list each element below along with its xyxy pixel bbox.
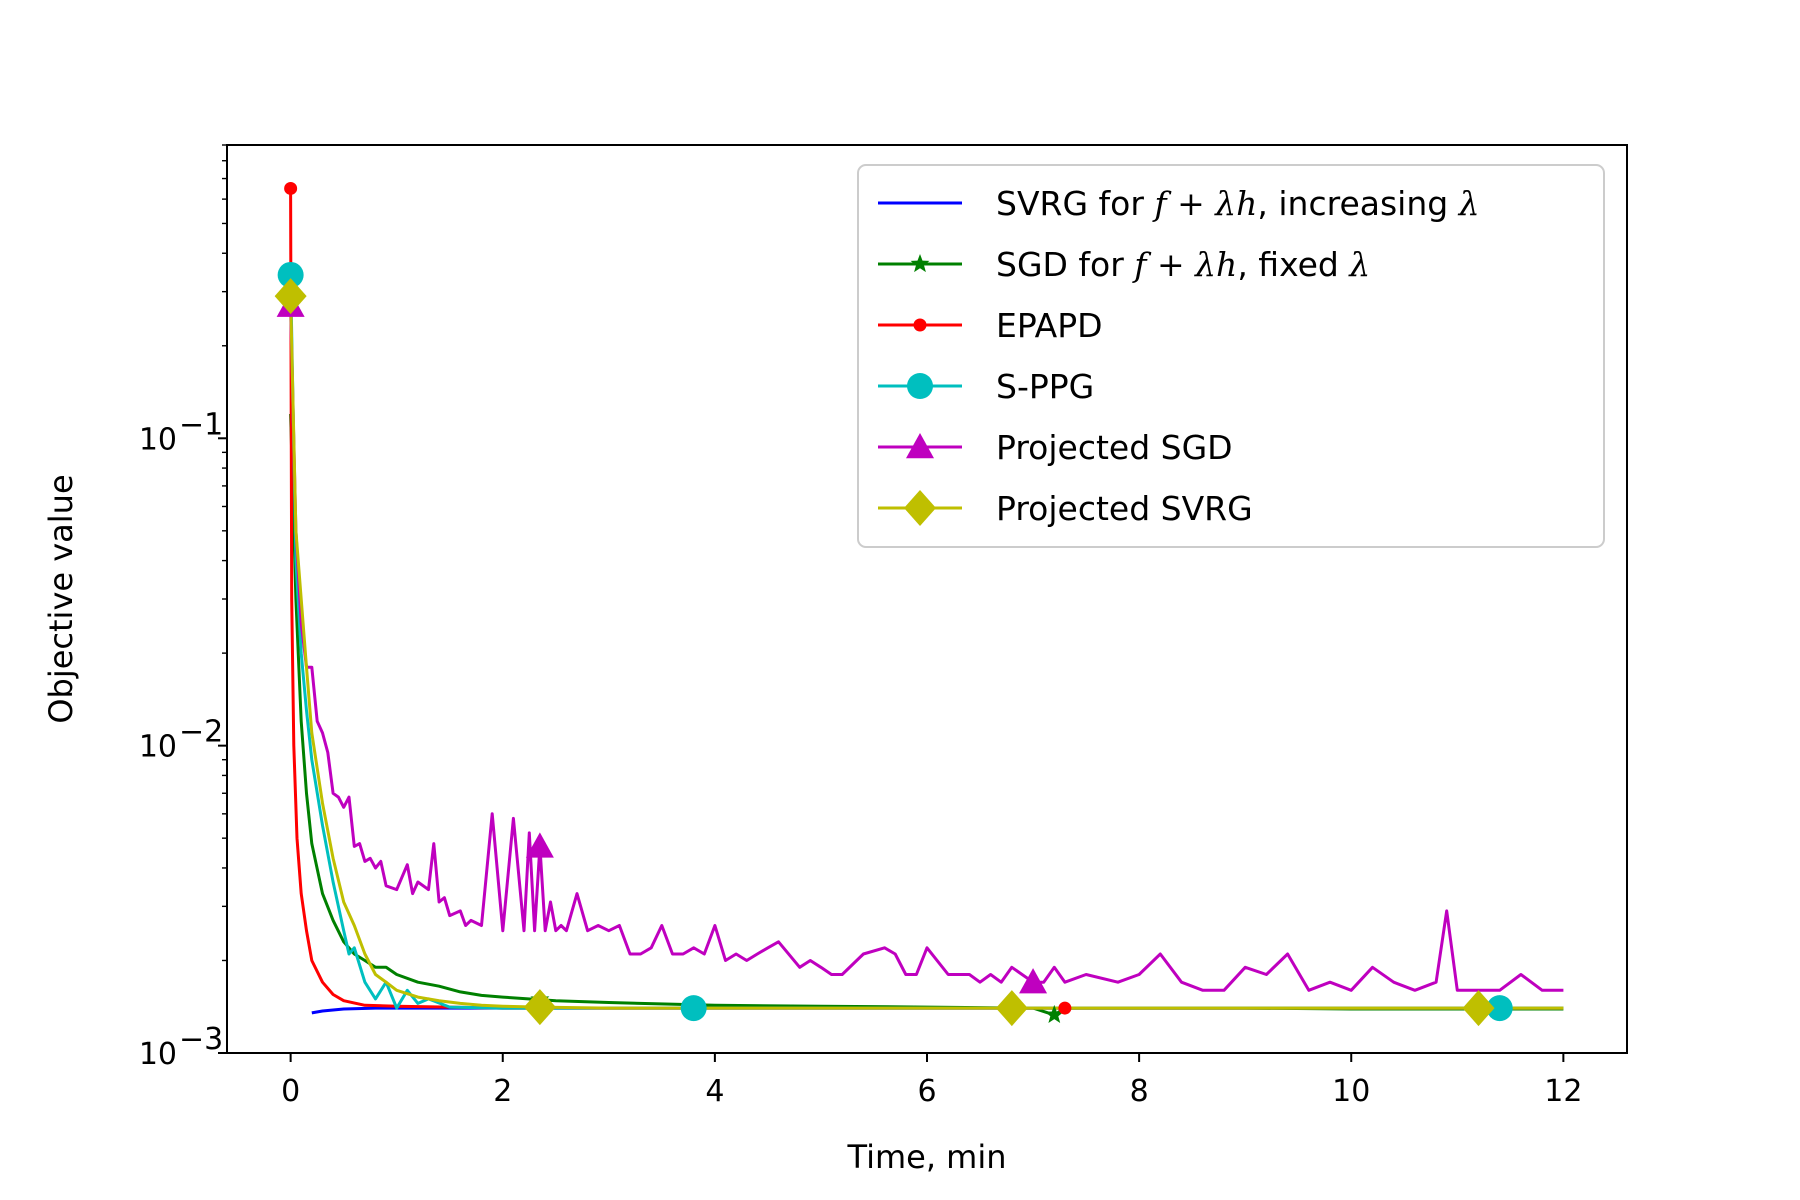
x-tick-label: 2 xyxy=(493,1074,512,1109)
y-tick-label: 10 xyxy=(139,730,177,765)
x-axis-label: Time, min xyxy=(847,1138,1007,1176)
legend-entry-s-ppg: S-PPG xyxy=(878,367,1094,406)
legend-entry-projected-svrg: Projected SVRG xyxy=(878,489,1253,528)
data-marker-projected-sgd xyxy=(1019,968,1048,994)
legend-marker xyxy=(904,490,936,526)
x-axis-ticks: 0 2 4 6 8 10 12 xyxy=(281,1053,1582,1109)
data-marker-epapd xyxy=(284,181,298,195)
x-tick-label: 8 xyxy=(1130,1074,1149,1109)
x-tick-label: 10 xyxy=(1332,1074,1370,1109)
x-tick-label: 6 xyxy=(917,1074,936,1109)
data-marker-epapd xyxy=(1058,1001,1072,1015)
y-tick-exponent: −2 xyxy=(179,715,223,750)
legend-label: S-PPG xyxy=(996,367,1094,406)
x-tick-label: 12 xyxy=(1544,1074,1582,1109)
legend-label: Projected SVRG xyxy=(996,489,1253,528)
legend-label: SVRG for f + λh, increasing λ xyxy=(996,184,1480,223)
legend-marker xyxy=(913,318,927,332)
data-marker-projected-svrg xyxy=(995,990,1028,1027)
marker-layer xyxy=(274,181,1513,1027)
y-axis-ticks: 10−310−210−1 xyxy=(139,144,227,1072)
data-marker-projected-svrg xyxy=(523,989,556,1026)
data-marker-s-ppg xyxy=(680,995,707,1022)
data-marker-s-ppg xyxy=(277,261,304,288)
legend-entry-svrg-for-f-h-increasing: SVRG for f + λh, increasing λ xyxy=(878,184,1480,223)
legend-marker xyxy=(907,373,933,399)
series-line-projected-sgd xyxy=(289,305,1564,992)
x-tick-label: 4 xyxy=(705,1074,724,1109)
legend-marker xyxy=(906,433,934,459)
x-tick-label: 0 xyxy=(281,1074,300,1109)
data-marker-s-ppg xyxy=(1486,995,1513,1022)
series-layer xyxy=(289,188,1564,1017)
legend-entries: SVRG for f + λh, increasing λ SGD for f +… xyxy=(878,184,1480,528)
y-tick-exponent: −1 xyxy=(179,407,223,442)
y-tick-label: 10 xyxy=(139,1037,177,1072)
legend-entry-projected-sgd: Projected SGD xyxy=(878,428,1233,467)
y-axis-label: Objective value xyxy=(42,474,80,723)
legend-entry-epapd: EPAPD xyxy=(878,306,1103,345)
data-marker-projected-svrg xyxy=(274,278,307,315)
legend-label: EPAPD xyxy=(996,306,1103,345)
data-marker-projected-svrg xyxy=(1462,990,1495,1027)
data-marker-sgd-for-f-h-fixed xyxy=(1044,1004,1064,1023)
legend-box xyxy=(857,164,1605,548)
legend-label: Projected SGD xyxy=(996,428,1233,467)
plot-area xyxy=(226,144,1628,1054)
legend: SVRG for f + λh, increasing λ SGD for f +… xyxy=(857,164,1605,548)
series-line-projected-svrg xyxy=(289,296,1564,1010)
y-tick-label: 10 xyxy=(139,422,177,457)
legend-entry-sgd-for-f-h-fixed: SGD for f + λh, fixed λ xyxy=(878,245,1370,284)
legend-label: SGD for f + λh, fixed λ xyxy=(996,245,1370,284)
data-marker-projected-sgd xyxy=(525,832,554,858)
y-tick-exponent: −3 xyxy=(179,1022,223,1057)
legend-marker xyxy=(910,254,930,273)
